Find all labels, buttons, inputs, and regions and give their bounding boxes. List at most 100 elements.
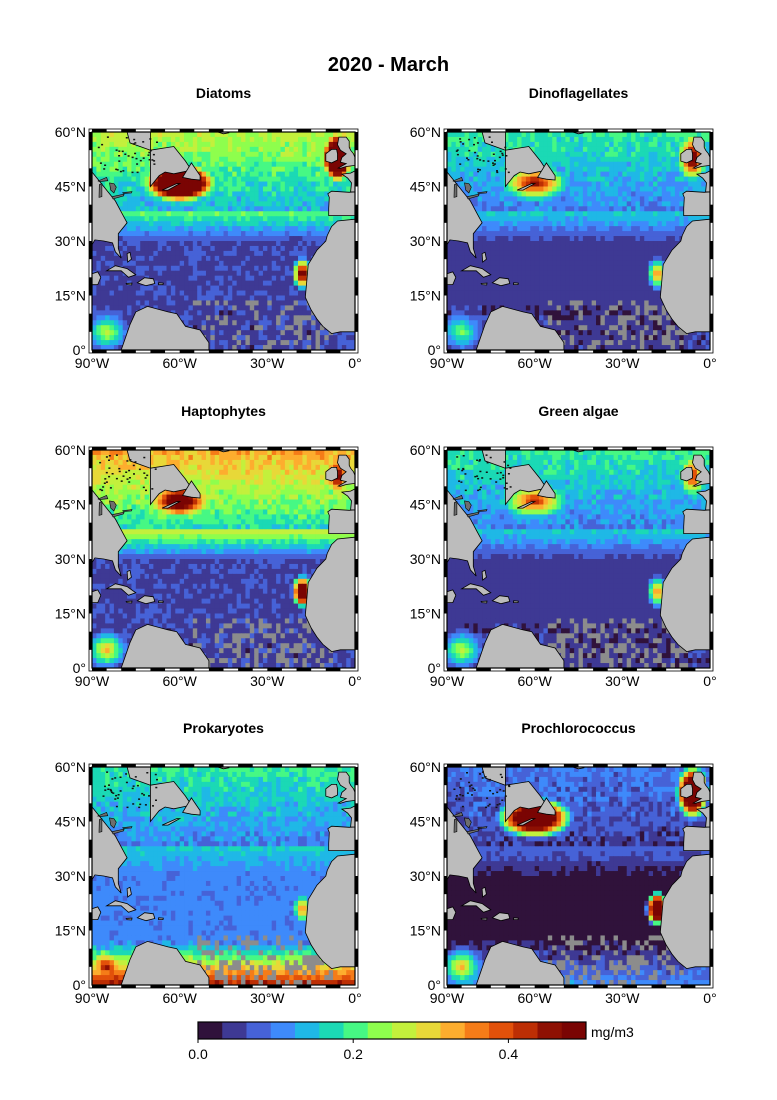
lake (122, 826, 133, 829)
land-mass (516, 818, 537, 826)
lake (452, 177, 464, 182)
land-mass (327, 508, 355, 534)
land-mass (536, 162, 556, 181)
colorbar-step (392, 1022, 417, 1039)
colorbar-step (222, 1022, 247, 1039)
land-mass (481, 132, 548, 188)
land-mass (536, 480, 556, 499)
land-mass (126, 767, 193, 823)
map-panel-prochlorococcus: Prochlorococcus 90°W 60°W 30°W 0° 60°N 45°N 30°… (410, 720, 717, 1006)
land-mass (480, 282, 488, 286)
lat-tick-label: 60°N (410, 759, 441, 775)
lon-tick-label: 0° (348, 673, 361, 689)
land-mass (126, 886, 132, 898)
lake (453, 818, 458, 833)
land-mass (337, 454, 355, 487)
colorbar-step (295, 1022, 320, 1039)
colorbar-step (561, 1022, 587, 1039)
map-panel-prokaryotes: Prokaryotes 90°W 60°W 30°W 0° 60°N 45°N 30°N 15°… (55, 720, 362, 1006)
land-mass (481, 886, 487, 898)
lon-tick-label: 60°W (162, 673, 197, 689)
land-mass (92, 305, 210, 350)
land-mass (340, 170, 355, 193)
lon-tick-label: 60°W (517, 990, 552, 1006)
colorbar-step (270, 1022, 296, 1039)
lon-tick-label: 0° (348, 355, 361, 371)
lat-tick-label: 0° (73, 977, 86, 993)
colorbar-step (367, 1022, 393, 1039)
lat-tick-label: 60°N (410, 442, 441, 458)
land-mass (304, 218, 355, 350)
land-mass (680, 784, 693, 799)
land-mass (491, 277, 511, 287)
lake (109, 500, 117, 512)
land-mass (125, 917, 133, 921)
panel-title: Haptophytes (181, 403, 266, 419)
colorbar-step (246, 1022, 272, 1039)
lon-tick-label: 90°W (430, 990, 465, 1006)
lon-tick-label: 90°W (430, 355, 465, 371)
land-mass (659, 536, 710, 668)
lake (111, 193, 125, 200)
land-mass (161, 501, 182, 509)
land-mass (92, 450, 128, 577)
lat-tick-label: 45°N (55, 497, 86, 513)
land-mass (516, 501, 537, 509)
lon-tick-label: 30°W (250, 990, 285, 1006)
land-mass (327, 190, 355, 217)
colorbar-step (440, 1022, 466, 1039)
land-mass (536, 797, 556, 816)
land-mass (92, 623, 210, 668)
lat-tick-label: 60°N (55, 124, 86, 140)
lake (96, 812, 109, 817)
land-mass (92, 906, 102, 920)
land-mass (125, 600, 133, 604)
lon-tick-label: 30°W (605, 990, 640, 1006)
land-mass (125, 282, 133, 286)
land-mass (325, 148, 338, 164)
lat-tick-label: 0° (428, 342, 441, 358)
land-mass (126, 569, 132, 581)
lake (477, 191, 488, 194)
lake (98, 818, 103, 833)
lake (453, 183, 458, 198)
lake (109, 817, 117, 829)
land-mass (447, 589, 457, 603)
colorbar-step (537, 1022, 563, 1039)
colorbar-step (416, 1022, 441, 1039)
land-mass (92, 767, 128, 894)
land-mass (136, 595, 156, 605)
lon-tick-label: 90°W (75, 990, 110, 1006)
land-mass (680, 466, 693, 482)
lat-tick-label: 30°N (55, 868, 86, 884)
lat-tick-label: 60°N (55, 759, 86, 775)
colorbar-step (513, 1022, 538, 1039)
lon-tick-label: 90°W (75, 355, 110, 371)
lon-tick-label: 90°W (75, 673, 110, 689)
land-mass (692, 136, 710, 169)
figure-title: 2020 - March (327, 54, 450, 76)
land-mass (340, 488, 355, 511)
land-mass (682, 508, 710, 534)
lat-tick-label: 0° (428, 977, 441, 993)
land-mass (447, 271, 457, 286)
land-mass (337, 136, 355, 169)
land-mass (161, 183, 182, 191)
land-mass (181, 480, 201, 499)
lon-tick-label: 60°W (517, 355, 552, 371)
land-mass (92, 589, 102, 603)
lon-tick-label: 30°W (605, 355, 640, 371)
panel-title: Dinoflagellates (529, 85, 629, 101)
land-mass (447, 940, 565, 985)
land-mass (680, 148, 693, 164)
land-mass (513, 600, 519, 603)
map-panel-haptophytes: Haptophytes 90°W 60°W 30°W 0° 60°N 45°N 30°N 15°… (55, 403, 362, 689)
panel-title: Prokaryotes (183, 720, 264, 736)
panel-title: Diatoms (196, 85, 251, 101)
land-mass (447, 450, 483, 577)
land-mass (481, 767, 548, 823)
land-mass (161, 818, 182, 826)
land-mass (447, 305, 565, 350)
lake (466, 828, 480, 835)
